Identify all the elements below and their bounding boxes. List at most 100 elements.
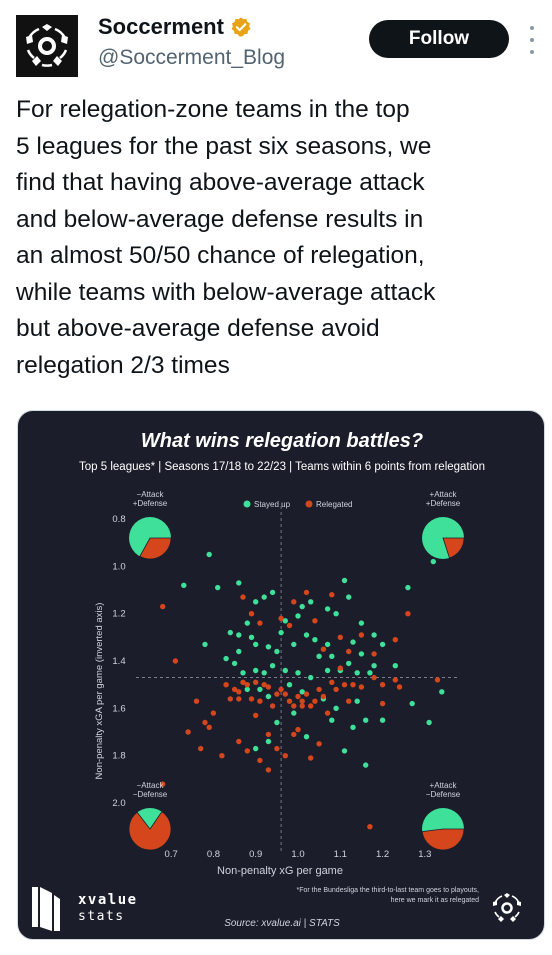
stayed-up-point [392,663,398,669]
quadrant-top-right: +Attack+Defense [422,490,465,559]
relegated-point [350,682,356,688]
stayed-up-point [324,667,331,674]
scatter-points [160,551,445,830]
quadrant-label: +Attack [430,781,458,790]
legend-relegated-marker [305,500,313,508]
stayed-up-point [346,594,352,600]
stayed-up-point [291,641,297,648]
chart-footnote-line2: here we mark it as relegated [391,897,479,904]
stayed-up-point [333,611,339,617]
relegated-point [253,712,259,719]
relegated-point [282,753,288,759]
relegated-point [274,691,280,697]
follow-button[interactable]: Follow [369,20,509,58]
quadrant-bottom-right: +Attack−Defense [421,781,465,851]
stayed-up-point [363,762,369,768]
stayed-up-point [324,606,331,612]
xvalue-logo [32,887,60,931]
relegated-point [257,698,263,704]
quadrant-top-left: −Attack+Defense [129,490,172,560]
relegated-point [346,648,352,655]
relegated-point [160,603,166,610]
relegated-point [312,698,318,704]
account-handle[interactable]: @Soccerment_Blog [98,46,286,69]
relegated-point [329,592,335,598]
x-tick-label: 1.1 [334,849,347,860]
stayed-up-point [236,648,242,655]
stayed-up-point [253,641,259,648]
stayed-up-point [341,748,348,754]
relegated-point [371,651,377,657]
tweet-line: 5 leagues for the past six seasons, we [16,132,432,160]
relegated-point [320,693,327,700]
chart-footnote-line1: *For the Bundesliga the third-to-last te… [297,887,480,894]
relegated-point [202,719,208,726]
soccer-ball-logo-icon [493,893,521,922]
quadrant-label: −Defense [426,790,461,799]
quadrant-label: +Defense [133,499,168,508]
relegated-point [278,686,284,693]
relegated-point [316,741,322,747]
relegated-point [160,781,166,787]
tweet-line: but above-average defense avoid [16,315,380,342]
stayed-up-point [329,653,335,659]
stayed-up-point [261,670,267,676]
stayed-up-point [248,634,255,640]
stayed-up-point [269,589,276,596]
relegated-point [312,618,318,624]
stayed-up-point [405,584,411,591]
y-tick-label: 1.0 [112,561,125,572]
relegated-point [240,679,246,685]
stayed-up-point [303,632,310,638]
vertical-ellipsis-icon[interactable] [524,26,540,54]
relegated-point [303,691,310,697]
relegated-point [236,696,242,702]
stayed-up-point [257,686,263,693]
stayed-up-point [308,599,314,605]
tweet-line: For relegation-zone teams in the top [16,96,410,123]
relegated-point [193,698,200,704]
x-tick-label: 0.9 [249,849,262,860]
avatar[interactable] [16,15,78,77]
tweet-line: while teams with below-average attack [16,278,436,306]
tweet-media-image[interactable]: What wins relegation battles? Top 5 leag… [17,410,545,940]
stayed-up-point [253,667,259,674]
stayed-up-point [202,641,208,648]
stayed-up-point [426,719,432,726]
stayed-up-point [379,641,386,648]
relegated-point [265,684,272,690]
stayed-up-point [269,663,276,669]
stayed-up-point [430,558,436,565]
relegated-point [253,679,259,685]
relegated-point [320,646,327,652]
relegated-point [346,698,352,704]
stayed-up-point [439,689,445,695]
stayed-up-point [379,717,386,723]
y-tick-label: 1.8 [112,751,125,762]
relegated-point [379,700,386,707]
stayed-up-point [286,682,293,688]
stayed-up-point [215,584,221,591]
x-axis-ticks: 0.7 0.8 0.9 1.0 1.1 1.2 1.3 [165,849,432,860]
relegated-point [210,710,217,716]
stayed-up-point [282,618,288,624]
relegated-point [299,698,305,704]
y-tick-label: 1.2 [112,609,125,620]
stayed-up-point [371,663,377,669]
relegated-point [206,724,212,730]
relegated-point [291,703,297,709]
quadrant-label: −Attack [137,781,165,790]
stayed-up-point [231,660,238,667]
relegated-point [291,599,297,605]
stayed-up-point [244,686,250,693]
stayed-up-point [244,620,250,626]
stayed-up-point [291,710,297,716]
display-name[interactable]: Soccerment [98,14,224,39]
stayed-up-point [358,620,365,626]
chart-title: What wins relegation battles? [141,430,423,452]
stayed-up-point [333,705,339,711]
relegated-point [274,745,280,752]
relegated-point [265,767,272,773]
relegated-point [291,731,297,738]
relegated-point [358,632,365,638]
